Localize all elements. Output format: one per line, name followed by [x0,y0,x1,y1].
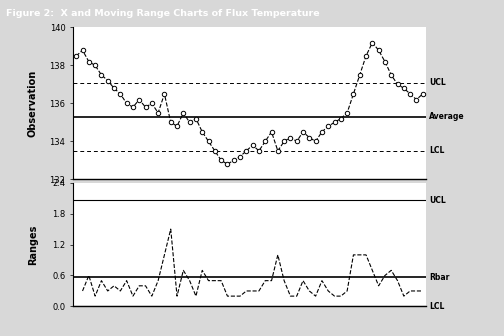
Y-axis label: Observation: Observation [28,70,38,137]
Text: UCL: UCL [429,78,446,87]
Y-axis label: Ranges: Ranges [28,224,38,265]
Text: LCL: LCL [429,302,445,311]
Text: LCL: LCL [429,146,445,155]
Text: UCL: UCL [429,196,446,205]
Text: Rbar: Rbar [429,272,450,282]
Text: Average: Average [429,112,465,121]
Text: Figure 2:  X and Moving Range Charts of Flux Temperature: Figure 2: X and Moving Range Charts of F… [6,9,320,17]
